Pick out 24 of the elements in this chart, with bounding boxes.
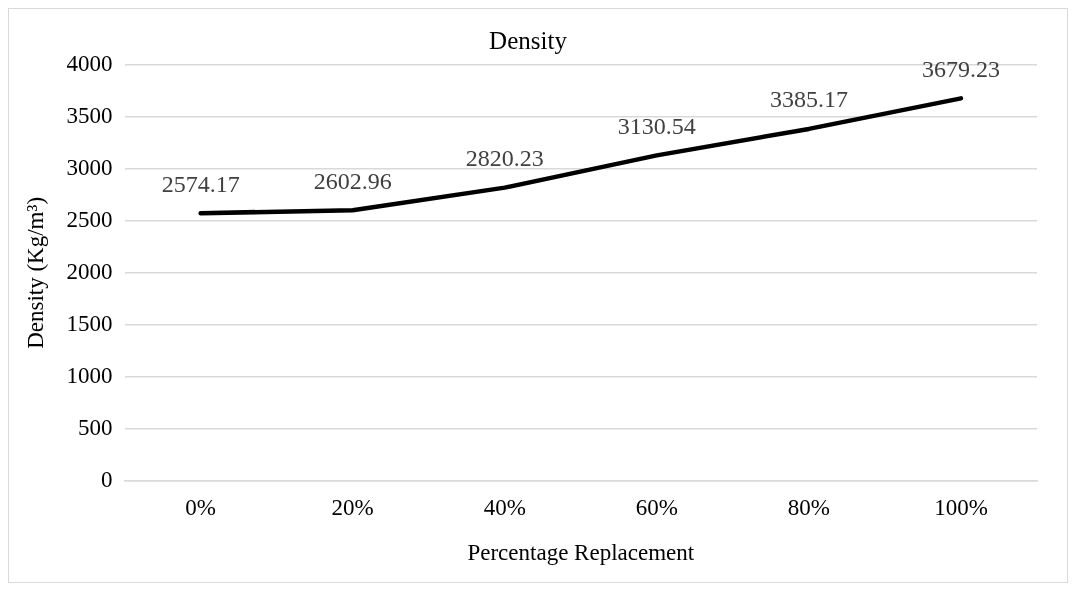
y-tick-label: 1500 bbox=[66, 310, 113, 336]
y-tick-label: 3000 bbox=[66, 155, 113, 180]
x-tick-label: 80% bbox=[787, 494, 830, 520]
x-axis-title: Percentage Replacement bbox=[467, 540, 695, 566]
x-tick-label: 20% bbox=[331, 494, 374, 520]
y-tick-label: 4000 bbox=[66, 51, 113, 77]
x-tick-label: 0% bbox=[185, 494, 216, 520]
y-tick-label: 0 bbox=[101, 466, 113, 492]
y-tick-label: 500 bbox=[78, 414, 113, 440]
y-tick-label: 3500 bbox=[66, 103, 113, 129]
y-tick-label: 2500 bbox=[66, 206, 113, 232]
data-label: 3679.23 bbox=[921, 55, 1000, 82]
x-tick-label: 60% bbox=[635, 494, 678, 520]
y-tick-label: 2000 bbox=[66, 258, 113, 284]
data-label: 3385.17 bbox=[769, 86, 848, 113]
y-axis-title: Density (Kg/m³) bbox=[22, 196, 48, 349]
data-label: 2820.23 bbox=[465, 144, 544, 171]
chart-title: Density bbox=[489, 26, 568, 54]
x-tick-label: 40% bbox=[483, 494, 526, 520]
data-label: 3130.54 bbox=[617, 112, 696, 139]
data-label: 2602.96 bbox=[313, 167, 392, 194]
data-label: 2574.17 bbox=[161, 170, 240, 197]
x-tick-label: 100% bbox=[934, 494, 988, 520]
y-tick-label: 1000 bbox=[66, 362, 113, 388]
